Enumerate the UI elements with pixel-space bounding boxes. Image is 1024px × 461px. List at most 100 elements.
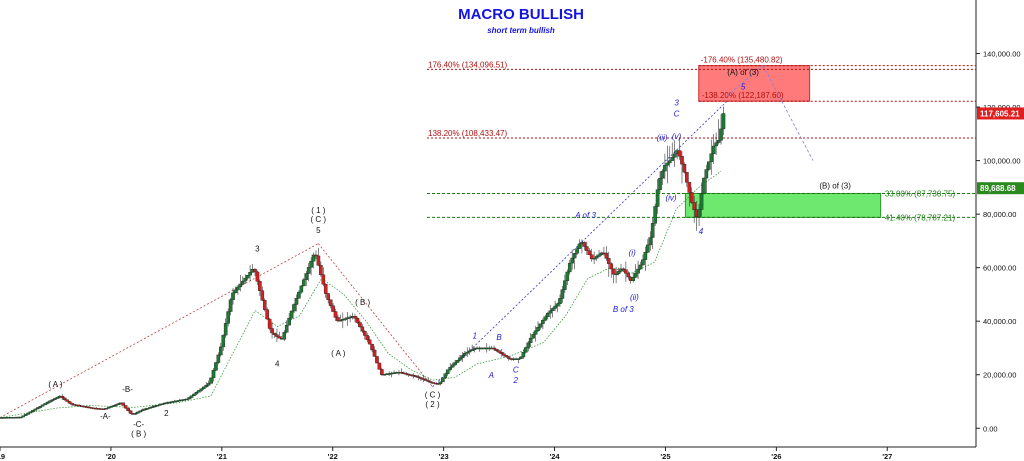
candle-body (255, 271, 260, 282)
fib-level-label: 176.40% (134,096.51) (428, 60, 508, 69)
candle-body (565, 271, 570, 281)
candle-body (682, 163, 687, 173)
x-tick-label: '24 (549, 452, 560, 461)
candle-body (355, 317, 360, 323)
candle-body (53, 398, 57, 400)
candle-body (563, 280, 567, 290)
candle-body (567, 262, 572, 273)
candle-body (348, 316, 352, 319)
trend-line (762, 65, 814, 161)
candle-body (121, 402, 126, 406)
y-tick-label: 140,000.00 (983, 50, 1021, 59)
wave-label: -B- (122, 385, 133, 394)
candle-body (114, 404, 118, 406)
candle-body (223, 323, 228, 336)
zone-price-tag (977, 182, 1024, 195)
x-tick-label: '23 (439, 452, 449, 461)
candle-body (667, 160, 672, 164)
candle-body (111, 405, 116, 407)
candle-body (321, 274, 326, 285)
wave-label: 3 (255, 245, 260, 254)
candle-body (148, 407, 152, 409)
candle-body (262, 300, 267, 310)
candle-body (528, 337, 533, 344)
wave-label: C (513, 366, 519, 375)
candle-body (106, 407, 111, 409)
red-target-zone (698, 65, 811, 102)
candle-body (426, 380, 431, 382)
candle-body (463, 353, 467, 356)
candle-body (128, 410, 133, 414)
candle-body (304, 273, 309, 280)
candle-body (467, 350, 472, 353)
candle-body (658, 177, 662, 190)
fib-level-label: -138.20% (122,187.60) (702, 91, 784, 100)
chart-title: MACRO BULLISH (458, 6, 584, 23)
candle-body (577, 243, 582, 249)
candle-body (597, 254, 601, 257)
candle-body (697, 209, 701, 218)
candle-body (311, 254, 316, 262)
candle-body (258, 281, 262, 291)
candle-body (341, 319, 345, 321)
candle-body (416, 376, 421, 378)
candle-body (282, 332, 287, 340)
candle-body (714, 142, 718, 147)
wave-label: A of 3 (574, 211, 596, 220)
candle-body (314, 254, 318, 257)
wave-label: (A) of (3) (727, 68, 759, 77)
wave-label: -A- (100, 412, 111, 421)
wave-label: (i) (629, 249, 636, 258)
y-tick-label: 40,000.00 (983, 317, 1016, 326)
candle-body (533, 330, 538, 335)
candle-body (326, 293, 330, 300)
candle-body (377, 362, 382, 370)
candle-body (638, 264, 643, 270)
wave-label: 5 (741, 83, 746, 92)
candle-body (31, 410, 35, 412)
candle-body (592, 257, 596, 260)
wave-label: (v) (672, 132, 682, 141)
x-tick-label: '26 (771, 452, 781, 461)
candle-body (133, 412, 138, 415)
candle-body (21, 415, 25, 418)
candle-body (516, 358, 521, 360)
candle-body (670, 157, 675, 161)
candle-body (301, 279, 306, 287)
candle-body (443, 373, 448, 379)
candle-body (375, 356, 379, 364)
candle-body (685, 172, 689, 183)
x-tick-label: '20 (106, 452, 116, 461)
candle-body (277, 336, 282, 339)
candle-body (636, 268, 640, 274)
candle-body (541, 320, 545, 324)
candle-body (616, 271, 621, 275)
candle-body (70, 403, 74, 405)
candle-body (48, 400, 52, 403)
candle-body (414, 375, 418, 378)
fib-level-label: -176.40% (135,480.82) (701, 56, 783, 65)
candle-body (614, 273, 618, 276)
candle-body (497, 350, 501, 353)
candle-body (519, 356, 523, 359)
candle-body (240, 280, 245, 285)
candle-body (253, 269, 257, 273)
candle-body (294, 298, 299, 305)
candle-body (299, 285, 304, 293)
candle-body (672, 153, 677, 158)
candle-body (643, 252, 648, 260)
candle-body (60, 395, 65, 399)
candle-body (531, 334, 535, 339)
candle-body (55, 397, 60, 399)
candle-body (275, 334, 279, 337)
candle-body (228, 299, 233, 312)
candle-body (585, 246, 589, 251)
candle-body (155, 404, 160, 407)
wave-label: ( 1 ) (311, 206, 326, 215)
candle-body (492, 347, 496, 350)
candle-body (594, 256, 599, 259)
y-tick-label: 20,000.00 (983, 371, 1016, 380)
candle-body (138, 410, 143, 413)
candle-body (648, 237, 653, 246)
